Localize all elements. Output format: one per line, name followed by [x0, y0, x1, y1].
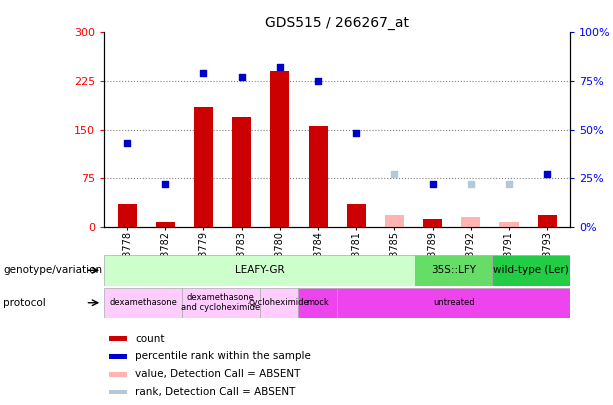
Text: value, Detection Call = ABSENT: value, Detection Call = ABSENT — [135, 369, 300, 379]
Bar — [461, 217, 481, 227]
Title: GDS515 / 266267_at: GDS515 / 266267_at — [265, 16, 409, 30]
Bar — [337, 288, 570, 318]
Bar — [259, 288, 299, 318]
Bar — [500, 222, 519, 227]
Text: LEAFY-GR: LEAFY-GR — [235, 265, 284, 275]
Point — [351, 130, 361, 137]
Text: genotype/variation: genotype/variation — [3, 265, 102, 275]
Point — [122, 140, 132, 147]
Text: mock: mock — [306, 298, 329, 307]
Bar — [347, 204, 366, 227]
Bar — [104, 288, 182, 318]
Bar — [109, 390, 126, 394]
Bar — [156, 222, 175, 227]
Point — [237, 74, 246, 80]
Text: count: count — [135, 334, 165, 343]
Bar — [385, 215, 404, 227]
Point — [313, 78, 323, 84]
Bar — [118, 204, 137, 227]
Point — [504, 181, 514, 187]
Text: 35S::LFY: 35S::LFY — [431, 265, 476, 275]
Point — [161, 181, 170, 187]
Bar — [270, 71, 289, 227]
Point — [389, 171, 399, 177]
Point — [275, 64, 285, 70]
Point — [428, 181, 438, 187]
Text: untreated: untreated — [433, 298, 474, 307]
Text: protocol: protocol — [3, 298, 46, 308]
Bar — [182, 288, 259, 318]
Point — [466, 181, 476, 187]
Bar — [232, 117, 251, 227]
Text: dexamethasone
and cycloheximide: dexamethasone and cycloheximide — [181, 293, 261, 312]
Text: dexamethasone: dexamethasone — [109, 298, 177, 307]
Point — [199, 70, 208, 77]
Bar — [538, 215, 557, 227]
Text: rank, Detection Call = ABSENT: rank, Detection Call = ABSENT — [135, 387, 295, 397]
Bar — [194, 107, 213, 227]
Bar — [308, 126, 327, 227]
Bar — [461, 217, 481, 227]
Bar — [109, 336, 126, 341]
Bar — [500, 222, 519, 227]
Bar — [299, 288, 337, 318]
Text: percentile rank within the sample: percentile rank within the sample — [135, 352, 311, 361]
Point — [543, 171, 552, 177]
Bar — [109, 354, 126, 359]
Bar — [104, 255, 415, 286]
Bar — [423, 219, 442, 227]
Bar — [492, 255, 570, 286]
Text: cycloheximide: cycloheximide — [248, 298, 310, 307]
Bar — [415, 255, 492, 286]
Text: wild-type (Ler): wild-type (Ler) — [493, 265, 569, 275]
Bar — [109, 372, 126, 377]
